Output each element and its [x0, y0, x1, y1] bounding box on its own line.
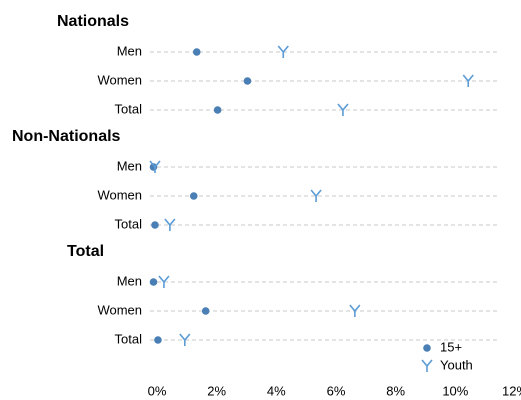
group-label: Total: [67, 243, 104, 260]
data-point: [462, 74, 474, 87]
data-point: [192, 48, 201, 56]
data-point: [149, 278, 158, 286]
data-point: [158, 275, 170, 288]
x-tick-label: 0%: [148, 383, 167, 398]
data-point: [189, 192, 198, 200]
data-point: [149, 160, 161, 173]
data-point: [151, 221, 159, 229]
legend-marker: [421, 359, 433, 372]
category-label: Men: [117, 158, 142, 173]
x-tick-label: 4%: [267, 383, 286, 398]
legend-label: Youth: [440, 357, 473, 372]
data-point: [213, 106, 222, 114]
data-point: [243, 77, 252, 85]
data-point: [337, 103, 349, 116]
data-point: [164, 218, 176, 231]
group-label: Non-Nationals: [12, 128, 121, 145]
x-tick-label: 10%: [442, 383, 468, 398]
category-label: Men: [117, 273, 142, 288]
data-point: [310, 189, 322, 202]
data-point: [201, 307, 210, 315]
data-point: [349, 304, 361, 317]
data-point: [277, 45, 289, 58]
category-label: Women: [97, 187, 142, 202]
legend-label: 15+: [440, 339, 462, 354]
x-tick-label: 8%: [386, 383, 405, 398]
category-label: Total: [115, 216, 143, 231]
x-tick-label: 2%: [207, 383, 226, 398]
category-label: Women: [97, 302, 142, 317]
group-label: Nationals: [57, 13, 129, 30]
x-tick-label: 12%: [502, 383, 521, 398]
category-label: Total: [115, 331, 143, 346]
data-point: [179, 333, 191, 346]
data-point: [154, 336, 162, 344]
category-label: Men: [117, 43, 142, 58]
x-tick-label: 6%: [327, 383, 346, 398]
legend-marker: [423, 344, 431, 352]
category-label: Total: [115, 101, 143, 116]
category-label: Women: [97, 72, 142, 87]
